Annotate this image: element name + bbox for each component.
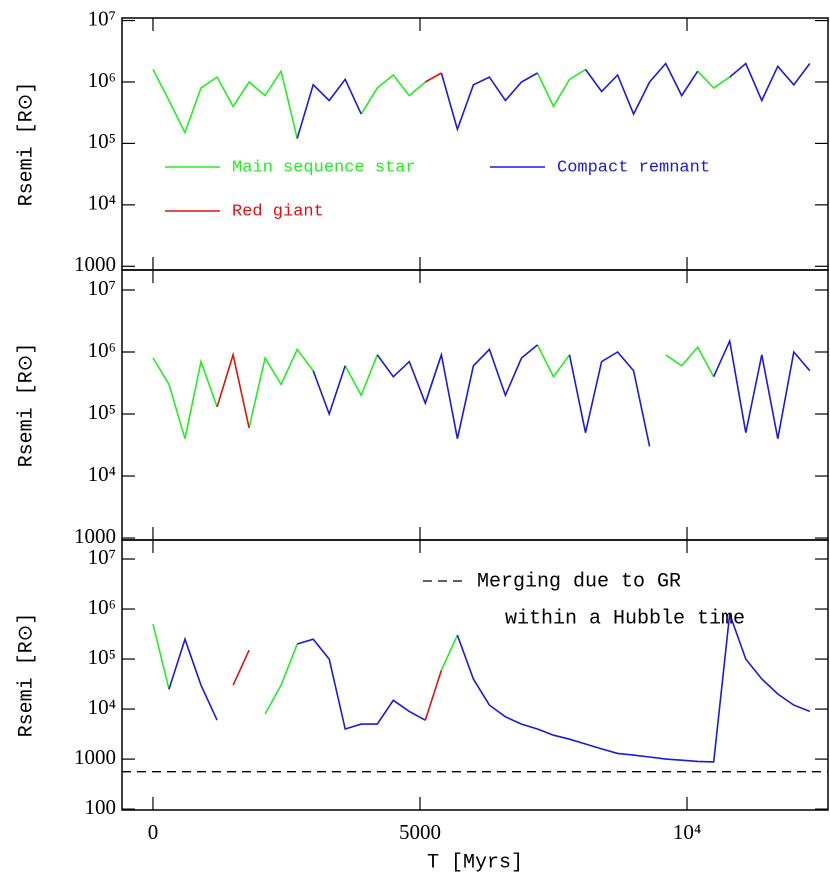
y-tick-label: 10⁴: [88, 462, 116, 486]
legend-label: Compact remnant: [557, 158, 710, 177]
y-tick-label: 10⁵: [88, 129, 116, 153]
series-line: [232, 649, 443, 721]
series-line: [296, 62, 811, 139]
y-tick-label: 1000: [74, 524, 116, 548]
y-tick-label: 100: [85, 795, 117, 819]
x-tick-label: 10⁴: [673, 820, 701, 844]
legend-label: Red giant: [232, 202, 324, 221]
y-tick-label: 10⁵: [88, 400, 116, 424]
x-axis-label: T [Myrs]: [427, 851, 523, 874]
y-tick-label: 10⁵: [88, 645, 116, 669]
annotation: Merging due to GR: [477, 570, 681, 593]
y-tick-label: 10⁷: [88, 276, 116, 300]
series-line: [312, 338, 811, 447]
annotation: within a Hubble time: [505, 607, 745, 630]
y-tick-label: 1000: [74, 252, 116, 276]
y-tick-label: 10⁷: [88, 6, 116, 30]
series-line: [152, 623, 459, 715]
series-line: [216, 351, 250, 428]
series-line: [424, 72, 442, 83]
plot-frame: [121, 539, 829, 811]
x-tick-label: 0: [148, 820, 159, 844]
y-tick-label: 1000: [74, 745, 116, 769]
plot-frame: [121, 269, 829, 541]
x-tick-label: 5000: [399, 820, 441, 844]
y-tick-label: 10⁶: [88, 595, 116, 619]
y-tick-label: 10⁴: [88, 695, 116, 719]
y-tick-label: 10⁷: [88, 545, 116, 569]
y-axis-label: Rsemi [R⊙]: [15, 82, 38, 207]
series-line: [152, 344, 715, 439]
y-axis-label: Rsemi [R⊙]: [15, 613, 38, 738]
series-line: [168, 613, 811, 763]
y-tick-label: 10⁶: [88, 338, 116, 362]
legend-label: Main sequence star: [232, 158, 416, 177]
y-tick-label: 10⁶: [88, 68, 116, 92]
y-tick-label: 10⁴: [88, 191, 116, 215]
y-axis-label: Rsemi [R⊙]: [15, 343, 38, 468]
plot-frame: [121, 17, 829, 271]
series-line: [152, 68, 731, 139]
